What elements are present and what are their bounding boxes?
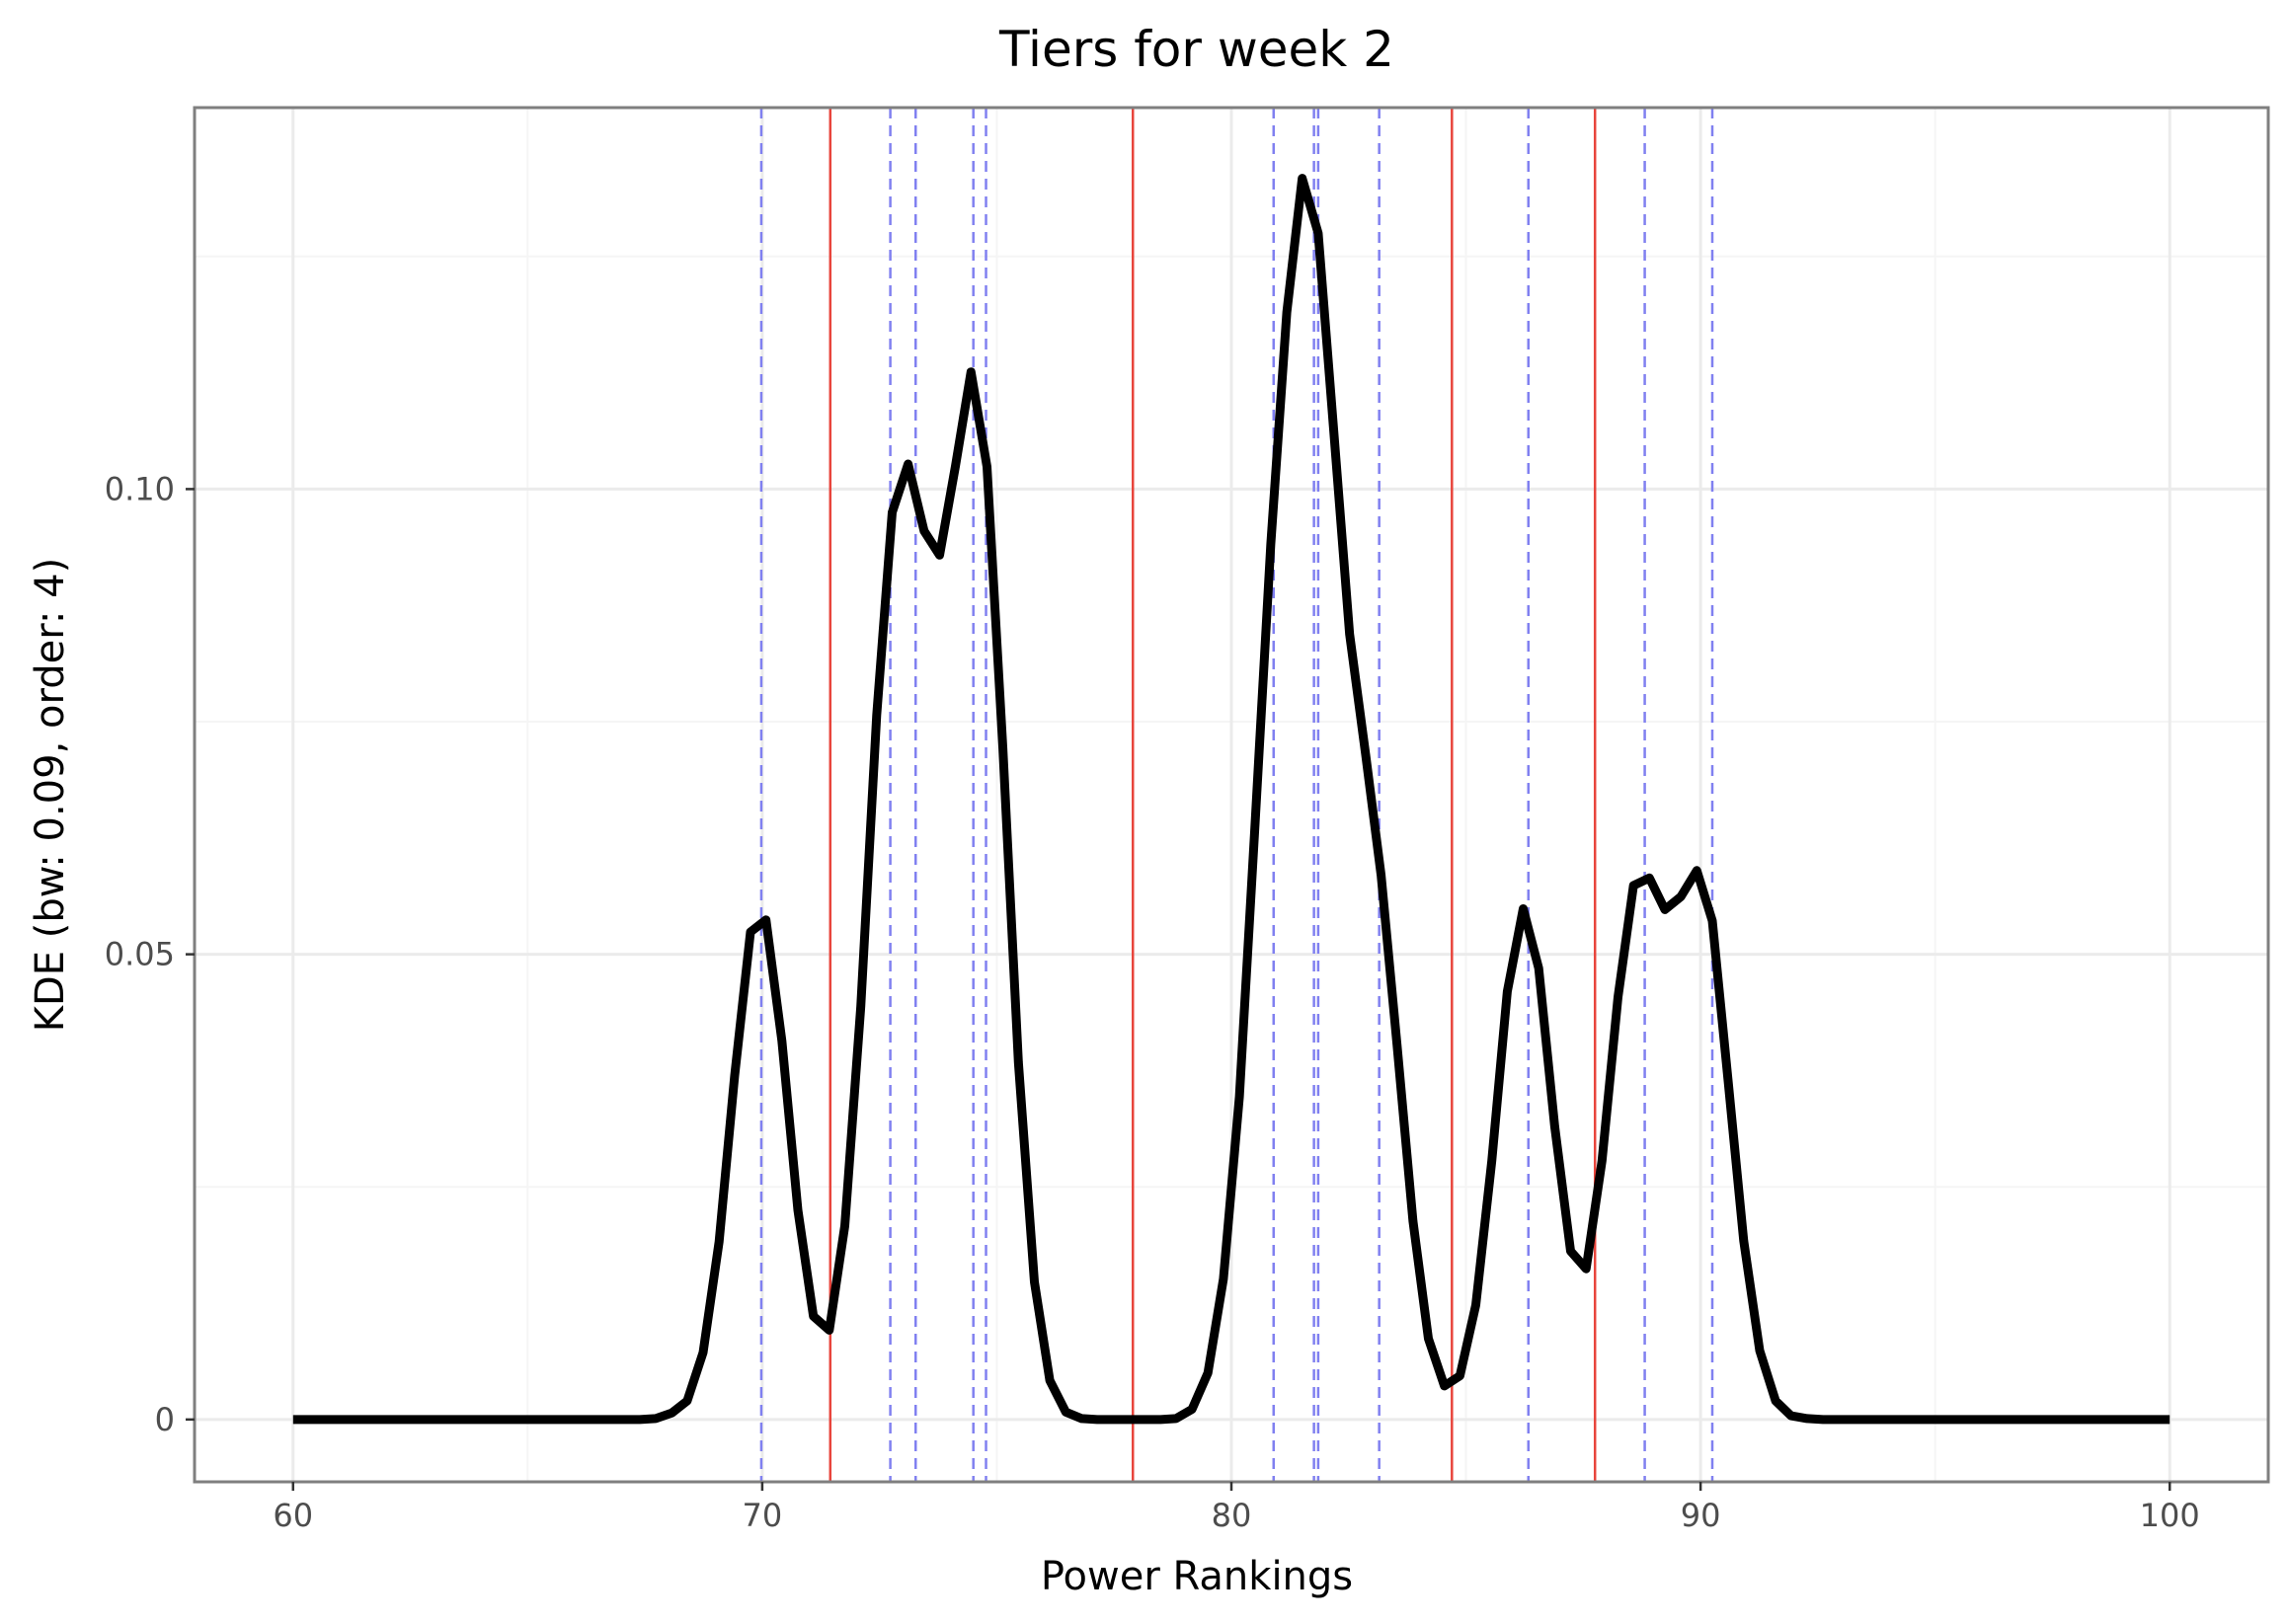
x-axis: 60 70 80 90 100 (273, 1482, 2200, 1534)
kde-line (292, 174, 2171, 1425)
x-tick-label: 90 (1681, 1497, 1721, 1534)
y-tick-label: 0 (155, 1401, 175, 1438)
kde-series (292, 174, 2171, 1425)
y-axis: 0 0.05 0.10 (105, 470, 195, 1438)
y-tick-label: 0.10 (105, 470, 175, 507)
y-tick-label: 0.05 (105, 936, 175, 973)
x-tick-label: 80 (1212, 1497, 1252, 1534)
x-tick-label: 70 (743, 1497, 783, 1534)
y-axis-label: KDE (bw: 0.09, order: 4) (28, 558, 73, 1032)
chart-title: Tiers for week 2 (998, 21, 1394, 78)
x-tick-label: 60 (273, 1497, 313, 1534)
x-tick-label: 100 (2140, 1497, 2200, 1534)
x-axis-label: Power Rankings (1041, 1554, 1353, 1599)
tier-lines (759, 108, 1714, 1482)
